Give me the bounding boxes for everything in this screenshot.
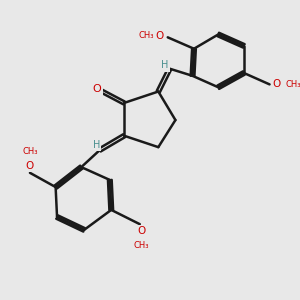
Text: CH₃: CH₃ — [139, 32, 154, 40]
Text: CH₃: CH₃ — [285, 80, 300, 89]
Text: O: O — [155, 31, 163, 41]
Text: O: O — [26, 161, 34, 171]
Text: O: O — [93, 84, 101, 94]
Text: H: H — [93, 140, 100, 150]
Text: CH₃: CH₃ — [134, 241, 149, 250]
Text: CH₃: CH₃ — [22, 147, 38, 156]
Text: O: O — [137, 226, 145, 236]
Text: H: H — [161, 60, 168, 70]
Text: O: O — [272, 80, 281, 89]
